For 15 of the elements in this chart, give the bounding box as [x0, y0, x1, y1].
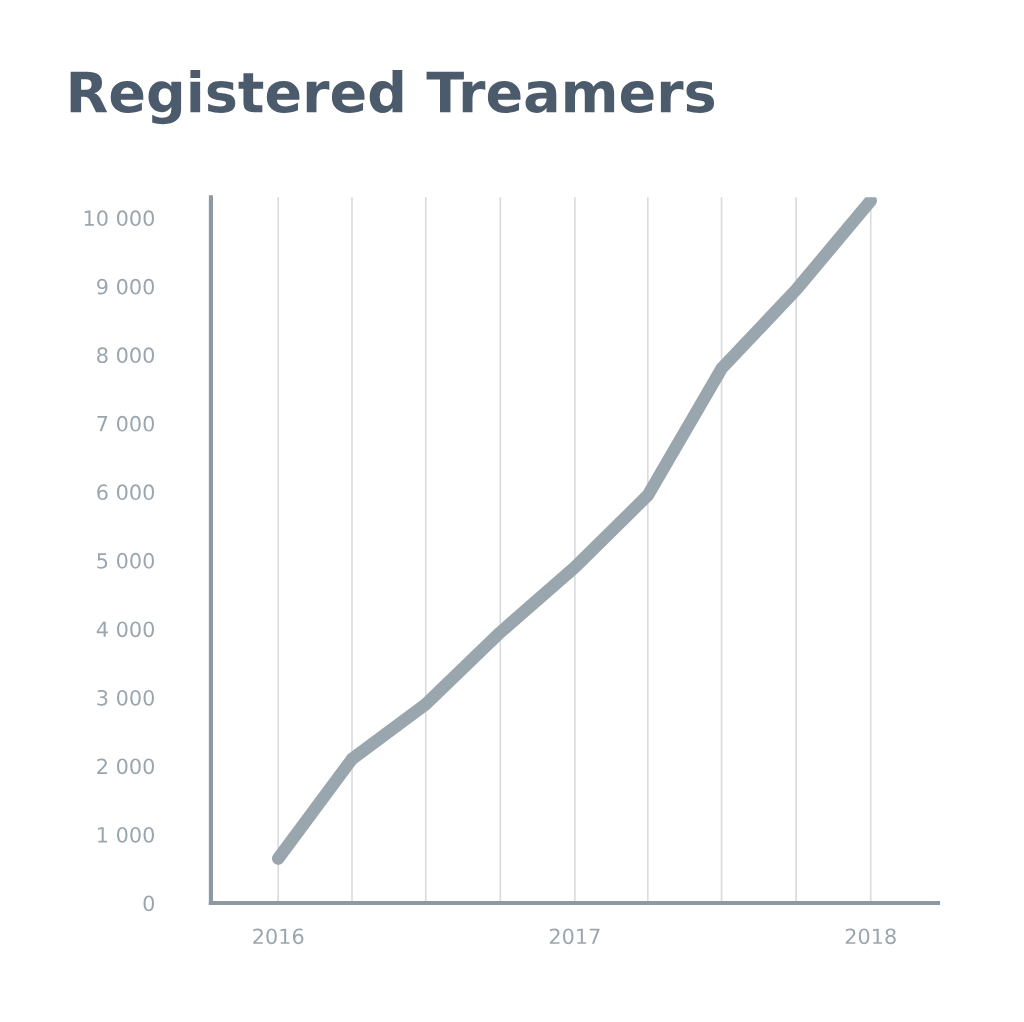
y-tick-label: 9 000: [97, 278, 154, 295]
y-tick-label: 8 000: [97, 347, 154, 364]
y-tick-label: 10 000: [84, 210, 154, 227]
y-tick-label: 7 000: [97, 415, 154, 432]
x-tick-label: 2018: [845, 928, 896, 945]
y-tick-label: 3 000: [97, 689, 154, 706]
y-tick-label: 2 000: [97, 758, 154, 775]
x-tick-label: 2017: [549, 928, 600, 945]
y-tick-label: 0: [143, 895, 154, 912]
chart-title: Registered Treamers: [70, 69, 715, 125]
x-tick-label: 2016: [253, 928, 304, 945]
y-tick-label: 4 000: [96, 621, 154, 638]
y-tick-label: 5 000: [97, 552, 154, 569]
y-tick-label: 6 000: [97, 484, 154, 501]
y-tick-label: 1 000: [98, 826, 154, 843]
